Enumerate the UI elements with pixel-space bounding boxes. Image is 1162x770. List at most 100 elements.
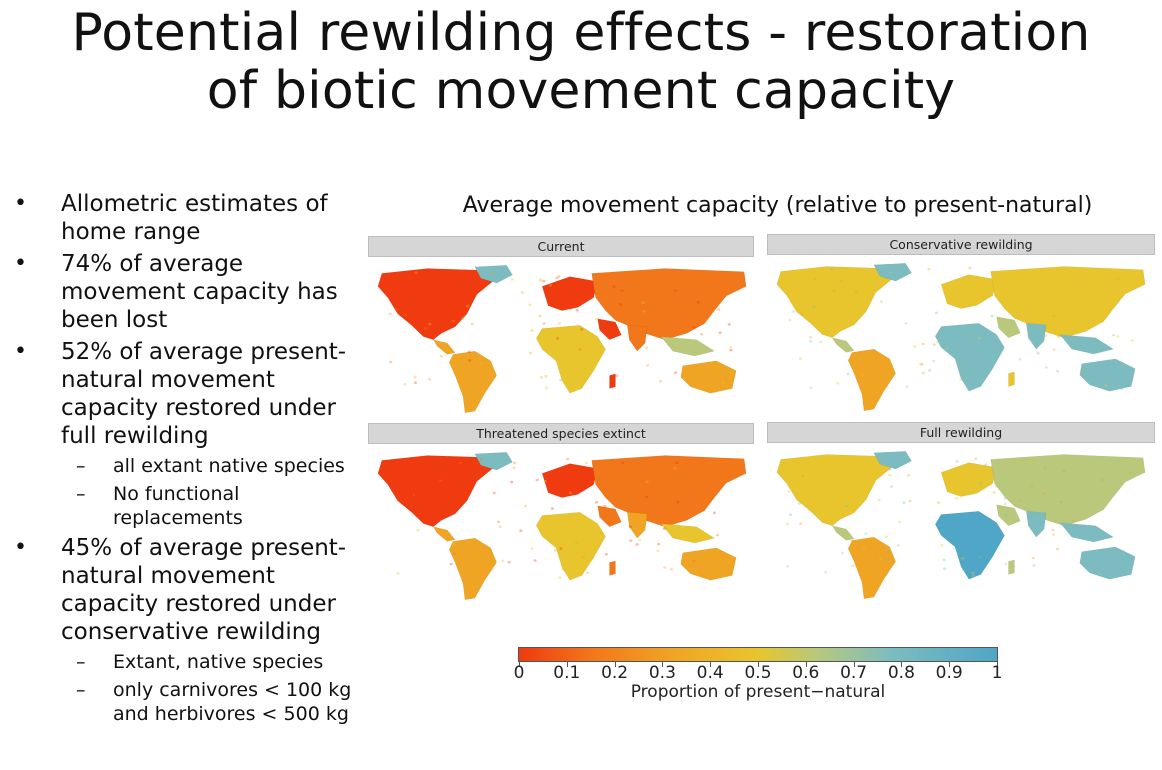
raster-speckle <box>921 342 925 346</box>
bullet-text: 45% of average present-natural movement … <box>61 535 347 645</box>
world-map-image <box>377 264 747 414</box>
scale-tick-label: 0.3 <box>648 663 676 683</box>
raster-speckle <box>634 346 638 350</box>
raster-speckle <box>677 511 682 514</box>
raster-speckle <box>819 340 823 344</box>
bullet-item: • 74% of average movement capacity has be… <box>14 250 364 334</box>
continent-greenland <box>873 262 912 282</box>
raster-speckle <box>578 348 582 351</box>
raster-speckle <box>1019 461 1023 465</box>
raster-speckle <box>556 336 560 340</box>
raster-speckle <box>715 533 719 537</box>
raster-speckle <box>468 359 472 362</box>
raster-speckle <box>1103 384 1107 387</box>
map-panel-conservative-rewilding: Conservative rewilding <box>767 234 1155 414</box>
sub-bullet-text: No functional replacements <box>113 483 243 529</box>
raster-speckle <box>663 566 667 569</box>
raster-speckle <box>608 562 612 566</box>
raster-speckle <box>427 378 432 381</box>
raster-speckle <box>538 314 542 318</box>
raster-speckle <box>460 316 464 320</box>
continent-europe <box>940 274 997 309</box>
raster-speckle <box>1107 275 1112 279</box>
raster-speckle <box>479 362 484 365</box>
raster-speckle <box>861 374 865 378</box>
raster-speckle <box>520 291 525 294</box>
scale-tick-label: 0 <box>513 663 525 683</box>
continent-centralAmerica <box>831 337 855 353</box>
raster-speckle <box>581 555 586 559</box>
continent-africa <box>934 322 1005 392</box>
raster-speckle <box>798 357 803 360</box>
raster-speckle <box>1051 533 1056 536</box>
raster-speckle <box>820 495 825 499</box>
raster-speckle <box>839 279 843 283</box>
raster-speckle <box>543 479 547 483</box>
raster-speckle <box>528 303 532 307</box>
raster-speckle <box>535 478 539 482</box>
continent-centralAmerica <box>831 525 855 541</box>
raster-speckle <box>613 278 618 281</box>
raster-speckle <box>1128 379 1132 382</box>
raster-speckle <box>1032 564 1036 567</box>
raster-speckle <box>1011 499 1016 503</box>
raster-speckle <box>656 549 660 553</box>
raster-speckle <box>896 544 900 547</box>
continent-arabia <box>597 505 622 528</box>
raster-speckle <box>465 304 470 308</box>
continent-india <box>1025 510 1047 538</box>
continent-southAmerica <box>448 537 497 601</box>
raster-speckle <box>1003 496 1007 500</box>
raster-speckle <box>1004 562 1008 566</box>
raster-speckle <box>886 558 890 562</box>
panel-label: Full rewilding <box>767 422 1155 443</box>
raster-speckle <box>968 266 972 270</box>
raster-speckle <box>1100 478 1104 482</box>
continent-africa <box>535 511 606 581</box>
continent-asia <box>990 266 1146 339</box>
raster-speckle <box>650 511 655 514</box>
raster-speckle <box>862 545 866 549</box>
sub-bullet-item: – No functional replacements <box>14 482 364 530</box>
raster-speckle <box>439 354 443 358</box>
bullet-dot-icon: • <box>14 191 27 216</box>
raster-speckle <box>555 276 559 280</box>
raster-speckle <box>594 500 599 504</box>
scale-tick-mark <box>901 662 903 667</box>
raster-speckle <box>1031 556 1035 560</box>
raster-speckle <box>800 474 805 478</box>
raster-speckle <box>1072 519 1076 523</box>
raster-speckle <box>676 500 680 504</box>
continent-northAmerica <box>377 268 496 341</box>
continent-india <box>626 324 648 352</box>
sub-bullet-item: – all extant native species <box>14 454 364 478</box>
raster-speckle <box>451 319 455 323</box>
raster-speckle <box>852 319 856 323</box>
raster-speckle <box>621 505 625 509</box>
raster-speckle <box>540 376 544 379</box>
sub-bullet-text: Extant, native species <box>113 651 324 673</box>
raster-speckle <box>934 311 939 315</box>
continent-australia <box>1079 546 1136 580</box>
raster-speckle <box>439 479 443 482</box>
raster-speckle <box>414 277 419 280</box>
raster-speckle <box>1042 492 1046 495</box>
raster-speckle <box>1018 358 1022 361</box>
raster-speckle <box>479 458 483 461</box>
raster-speckle <box>544 386 549 390</box>
slide-title: Potential rewilding effects - restoratio… <box>0 4 1162 120</box>
raster-speckle <box>1023 311 1028 315</box>
raster-speckle <box>717 308 721 311</box>
raster-speckle <box>864 532 868 535</box>
continent-india <box>626 511 648 539</box>
raster-speckle <box>412 493 416 496</box>
raster-speckle <box>791 310 796 313</box>
raster-speckle <box>650 484 654 488</box>
raster-speckle <box>603 504 607 508</box>
raster-speckle <box>614 374 619 378</box>
raster-speckle <box>1030 484 1034 488</box>
raster-speckle <box>830 267 834 271</box>
raster-speckle <box>1017 499 1022 503</box>
continent-asia <box>990 454 1146 527</box>
raster-speckle <box>530 547 534 551</box>
